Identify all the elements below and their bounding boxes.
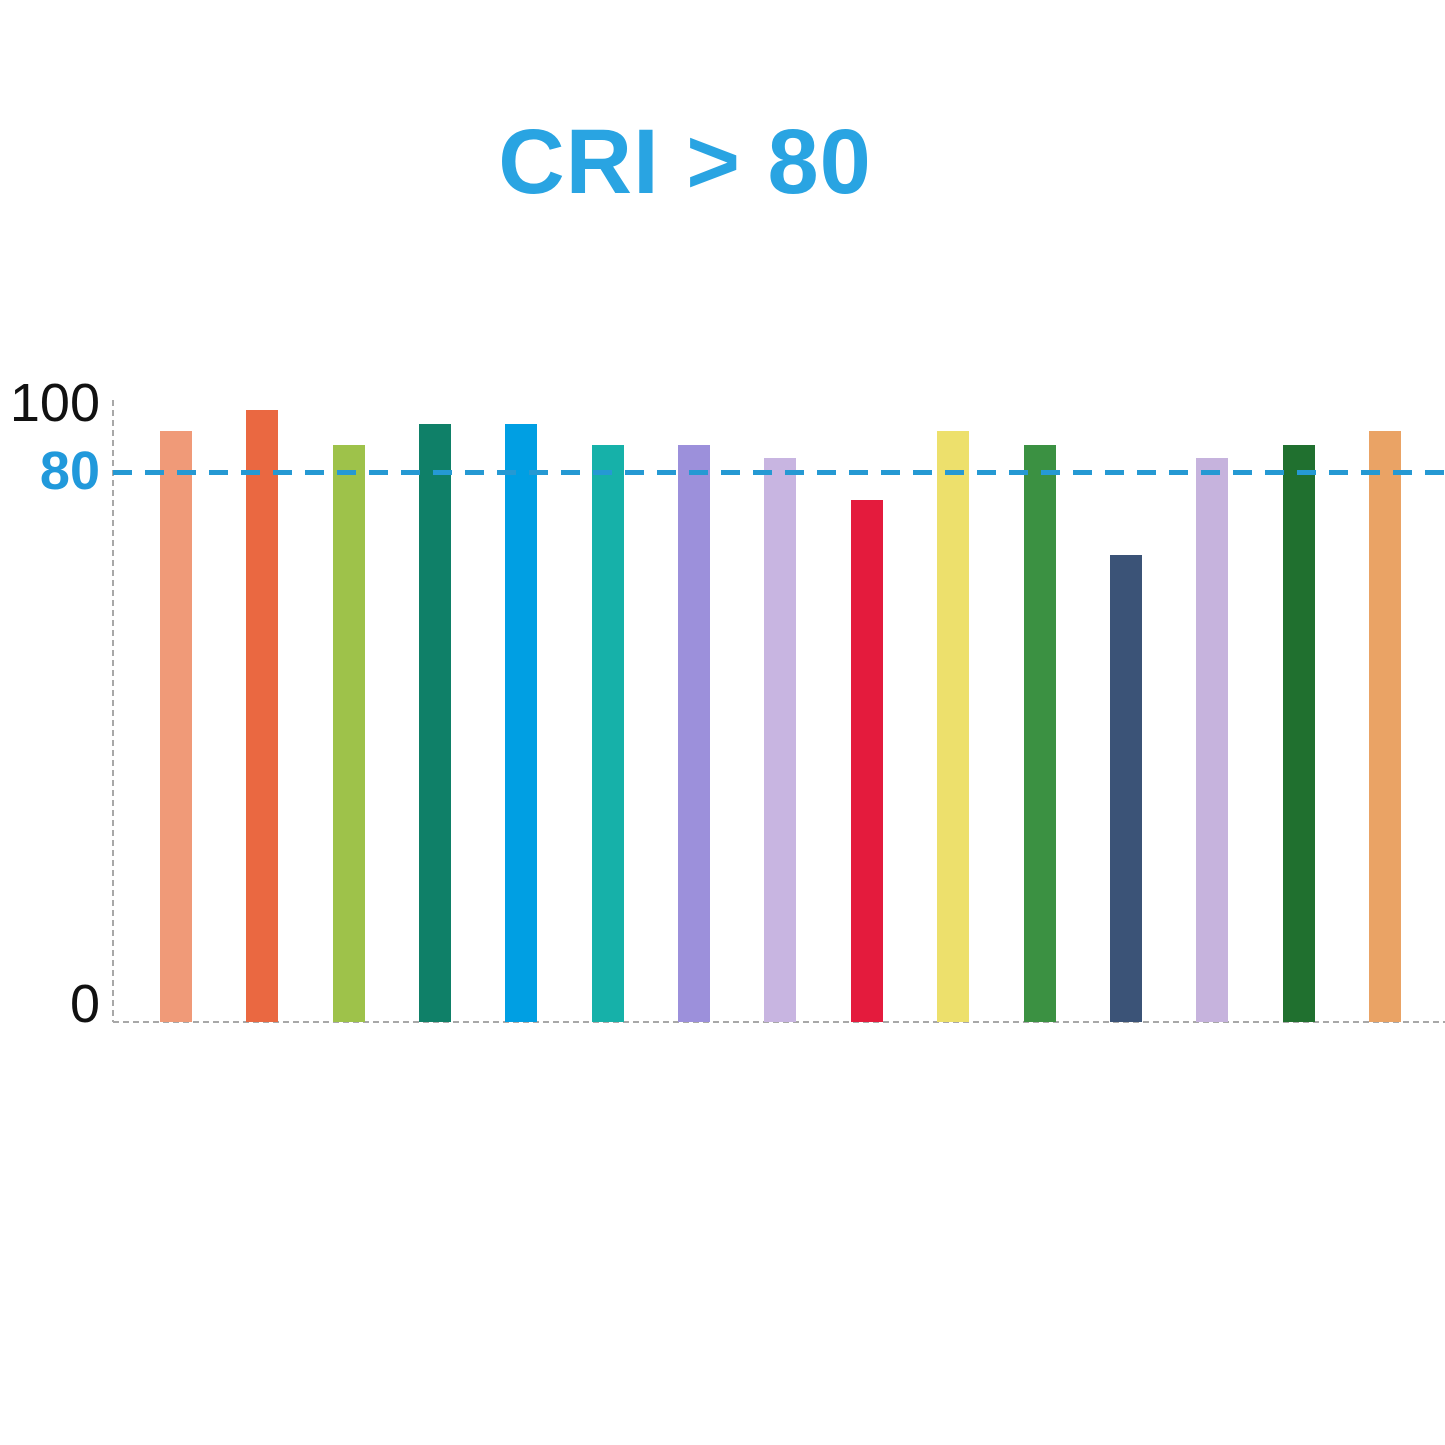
bar-2	[246, 410, 279, 1022]
y-tick-label-0: 0	[69, 974, 100, 1034]
bar-15	[1368, 430, 1401, 1022]
bar-14	[1282, 444, 1315, 1022]
bar-6	[591, 444, 624, 1022]
x-axis-dashed-line	[113, 1021, 1445, 1023]
y-axis-dashed-line	[112, 400, 114, 1022]
bar-5	[505, 423, 538, 1022]
bar-13	[1196, 458, 1229, 1022]
bar-3	[332, 444, 365, 1022]
chart-title: CRI > 80	[498, 111, 872, 213]
bar-12	[1109, 554, 1142, 1022]
bar-4	[419, 423, 452, 1022]
reference-line-80	[113, 469, 1445, 475]
bar-7	[678, 444, 711, 1022]
y-tick-label-80: 80	[39, 441, 100, 501]
bar-11	[1023, 444, 1056, 1022]
y-tick-label-100: 100	[9, 373, 100, 433]
bar-9	[850, 499, 883, 1022]
bar-8	[764, 458, 797, 1022]
bar-10	[937, 430, 970, 1022]
bar-1	[160, 430, 192, 1022]
